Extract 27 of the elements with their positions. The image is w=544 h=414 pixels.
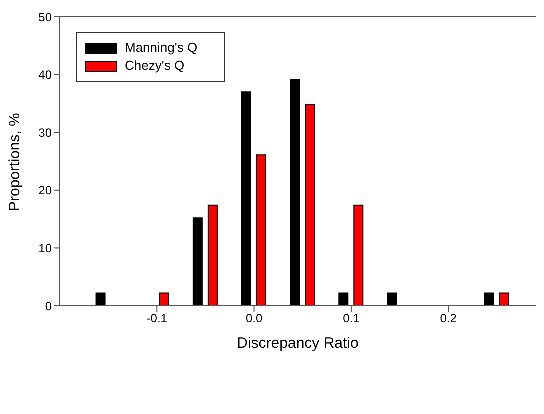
bar	[208, 204, 218, 306]
y-axis-title: Proportions, %	[6, 113, 24, 212]
y-tick-label: 20	[38, 184, 52, 198]
bar	[338, 292, 349, 306]
bar	[305, 104, 316, 306]
x-tick-label: -0.1	[146, 312, 168, 326]
bar	[96, 292, 106, 306]
bar	[484, 292, 494, 306]
y-tick-label: 0	[45, 299, 52, 314]
bar	[290, 80, 300, 306]
bar	[256, 154, 266, 306]
bar	[387, 292, 398, 306]
bar	[354, 204, 364, 306]
y-tick-label: 40	[38, 68, 52, 82]
bar	[192, 218, 203, 306]
x-tick-label: 0.2	[440, 312, 458, 326]
x-tick-label: 0.1	[343, 312, 360, 326]
x-tick-label: 0.0	[246, 312, 263, 326]
legend-label: Manning's Q	[125, 39, 198, 57]
bar	[159, 292, 170, 306]
y-tick-label: 30	[38, 126, 52, 140]
legend-label: Chezy's Q	[125, 57, 185, 75]
y-tick-label: 50	[38, 10, 52, 24]
x-axis-title: Discrepancy Ratio	[237, 335, 359, 352]
y-tick-label: 10	[38, 241, 52, 256]
bar	[499, 292, 510, 306]
bar	[242, 92, 252, 306]
